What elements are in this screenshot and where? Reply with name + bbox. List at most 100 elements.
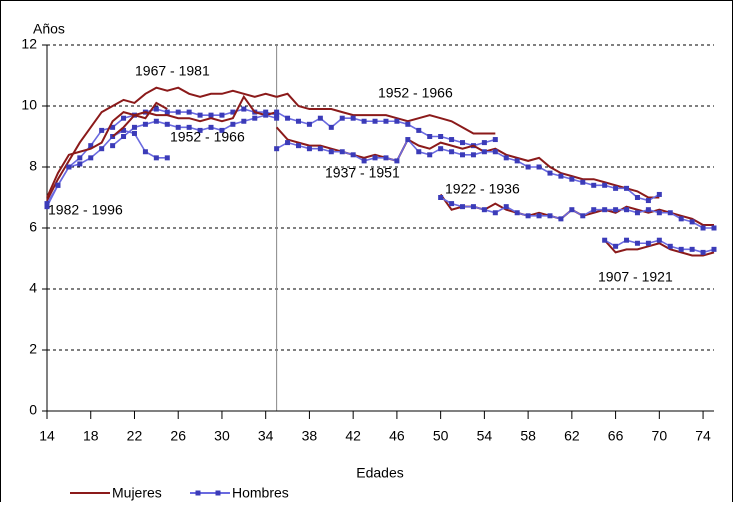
x-tick-label: 42 bbox=[345, 428, 361, 444]
marker bbox=[295, 118, 301, 124]
x-tick-label: 14 bbox=[39, 428, 55, 444]
marker bbox=[438, 146, 444, 152]
x-tick-label: 26 bbox=[170, 428, 186, 444]
marker bbox=[514, 210, 520, 216]
marker bbox=[142, 149, 148, 155]
annotation: 1967 - 1981 bbox=[135, 63, 210, 79]
marker bbox=[44, 201, 50, 207]
marker bbox=[295, 143, 301, 149]
marker bbox=[656, 210, 662, 216]
marker bbox=[99, 127, 105, 133]
marker bbox=[602, 207, 608, 213]
marker bbox=[656, 237, 662, 243]
x-tick-label: 74 bbox=[695, 428, 711, 444]
x-tick-label: 38 bbox=[302, 428, 318, 444]
legend-label: Mujeres bbox=[112, 485, 162, 501]
marker bbox=[481, 207, 487, 213]
marker bbox=[416, 149, 422, 155]
marker bbox=[711, 225, 717, 231]
y-tick-label: 4 bbox=[29, 280, 37, 296]
marker bbox=[547, 213, 553, 219]
marker bbox=[536, 164, 542, 170]
marker bbox=[241, 106, 247, 112]
marker bbox=[449, 137, 455, 143]
marker bbox=[700, 225, 706, 231]
marker bbox=[372, 118, 378, 124]
x-tick-label: 70 bbox=[652, 428, 668, 444]
marker bbox=[602, 237, 608, 243]
marker bbox=[263, 112, 269, 118]
marker bbox=[361, 118, 367, 124]
marker bbox=[394, 158, 400, 164]
marker bbox=[667, 210, 673, 216]
marker bbox=[645, 207, 651, 213]
marker bbox=[164, 155, 170, 161]
series-line bbox=[46, 101, 168, 198]
marker bbox=[503, 204, 509, 210]
marker bbox=[230, 121, 236, 127]
marker bbox=[350, 115, 356, 121]
marker bbox=[153, 155, 159, 161]
x-tick-label: 30 bbox=[214, 428, 230, 444]
marker bbox=[602, 182, 608, 188]
x-tick-label: 58 bbox=[520, 428, 536, 444]
marker bbox=[427, 152, 433, 158]
marker bbox=[405, 121, 411, 127]
annotation: 1907 - 1921 bbox=[598, 269, 673, 285]
marker bbox=[580, 213, 586, 219]
y-tick-label: 2 bbox=[29, 341, 37, 357]
marker bbox=[186, 109, 192, 115]
marker bbox=[110, 124, 116, 130]
marker bbox=[383, 155, 389, 161]
marker bbox=[678, 216, 684, 222]
marker bbox=[317, 146, 323, 152]
marker bbox=[569, 176, 575, 182]
marker bbox=[624, 237, 630, 243]
marker bbox=[121, 127, 127, 133]
x-axis-label: Edades bbox=[356, 465, 403, 481]
marker bbox=[361, 158, 367, 164]
marker bbox=[547, 170, 553, 176]
marker bbox=[110, 143, 116, 149]
marker bbox=[427, 134, 433, 139]
series-line bbox=[111, 94, 277, 138]
legend-marker bbox=[195, 490, 201, 496]
marker bbox=[328, 149, 334, 155]
marker bbox=[525, 213, 531, 219]
marker bbox=[525, 164, 531, 170]
marker bbox=[613, 243, 619, 249]
x-tick-label: 34 bbox=[258, 428, 274, 444]
y-tick-label: 6 bbox=[29, 219, 37, 235]
marker bbox=[285, 115, 291, 121]
marker bbox=[536, 213, 542, 219]
marker bbox=[558, 173, 564, 179]
marker bbox=[624, 207, 630, 213]
x-tick-label: 62 bbox=[564, 428, 580, 444]
marker bbox=[700, 249, 706, 255]
marker bbox=[492, 137, 498, 143]
marker bbox=[241, 118, 247, 124]
marker bbox=[77, 161, 83, 167]
marker bbox=[153, 106, 159, 112]
x-tick-label: 18 bbox=[83, 428, 99, 444]
series-line bbox=[46, 86, 277, 202]
marker bbox=[656, 191, 662, 197]
marker bbox=[99, 146, 105, 152]
marker bbox=[88, 155, 94, 161]
x-tick-label: 54 bbox=[477, 428, 493, 444]
legend-label: Hombres bbox=[232, 485, 289, 501]
x-tick-label: 50 bbox=[433, 428, 449, 444]
marker bbox=[416, 127, 422, 133]
marker bbox=[208, 124, 214, 130]
marker bbox=[77, 155, 83, 161]
marker bbox=[306, 121, 312, 127]
marker bbox=[481, 140, 487, 146]
series-line bbox=[112, 114, 277, 147]
marker bbox=[645, 240, 651, 246]
marker bbox=[164, 121, 170, 127]
marker bbox=[372, 155, 378, 161]
marker bbox=[624, 185, 630, 191]
marker bbox=[175, 124, 181, 130]
marker bbox=[88, 143, 94, 149]
